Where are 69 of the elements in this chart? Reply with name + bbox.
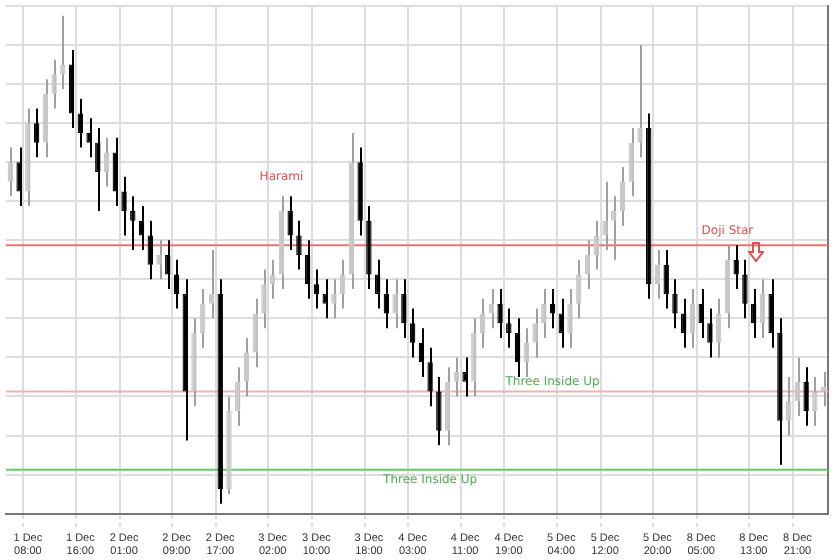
candlestick <box>401 278 407 339</box>
candlestick <box>707 307 713 359</box>
candlestick <box>785 375 792 437</box>
candlestick <box>663 249 669 310</box>
candlestick <box>584 239 591 291</box>
candlestick <box>243 336 250 398</box>
candlestick <box>51 58 57 110</box>
candlestick <box>339 258 346 310</box>
candlestick <box>322 278 328 320</box>
candlestick <box>86 117 92 159</box>
candlestick <box>619 166 626 227</box>
candlestick <box>112 136 119 208</box>
candlestick <box>409 307 416 359</box>
candlestick <box>121 175 127 237</box>
candlestick <box>156 239 162 281</box>
candlestick <box>488 288 495 330</box>
candlestick <box>750 288 757 339</box>
candlestick <box>296 219 302 271</box>
candlestick <box>138 205 145 252</box>
candlestick <box>453 356 460 398</box>
candlestick <box>165 239 171 291</box>
candlestick <box>602 180 608 252</box>
candlestick <box>654 249 661 300</box>
candlestick <box>812 375 818 427</box>
candlestick <box>173 258 180 310</box>
candlestick <box>7 146 14 198</box>
candlestick <box>742 258 748 320</box>
candlestick <box>235 366 241 427</box>
candlestick <box>77 97 84 149</box>
candlestick <box>733 244 739 291</box>
candlestick <box>95 127 101 212</box>
candlestick <box>418 327 425 378</box>
candlestick <box>576 258 582 320</box>
candlestick <box>541 288 547 339</box>
candlestick <box>803 366 809 427</box>
candlestick <box>130 195 136 252</box>
candlestick <box>383 278 390 330</box>
candlestick <box>103 136 110 188</box>
candlestick <box>689 288 696 349</box>
candlestick <box>567 288 573 349</box>
candlestick <box>523 327 530 378</box>
candlestick <box>479 297 486 349</box>
candlestick <box>637 44 643 159</box>
candlestick <box>514 317 521 378</box>
candlestick <box>549 288 556 330</box>
candlestick <box>147 219 153 281</box>
candlestick <box>287 195 293 252</box>
candlestick <box>313 268 320 310</box>
candlestick <box>374 258 381 310</box>
candlestick <box>208 249 215 320</box>
candlestick <box>593 219 599 271</box>
candlestick <box>60 14 66 90</box>
candlestick <box>427 346 433 408</box>
candlestick <box>331 278 337 320</box>
candlestick <box>304 239 311 300</box>
candlestick <box>681 297 687 349</box>
candlestick <box>759 278 766 339</box>
candlestick <box>715 297 722 359</box>
candlestick <box>436 375 442 447</box>
candlestick <box>270 258 276 300</box>
candlestick <box>506 307 512 349</box>
candlestick <box>794 356 801 417</box>
candlestick <box>462 356 468 398</box>
candlestick <box>672 278 678 330</box>
candlestick <box>33 107 40 159</box>
candlestick <box>200 288 206 349</box>
candlestick <box>611 195 617 261</box>
candlestick <box>261 268 267 330</box>
candlestick <box>497 288 503 339</box>
